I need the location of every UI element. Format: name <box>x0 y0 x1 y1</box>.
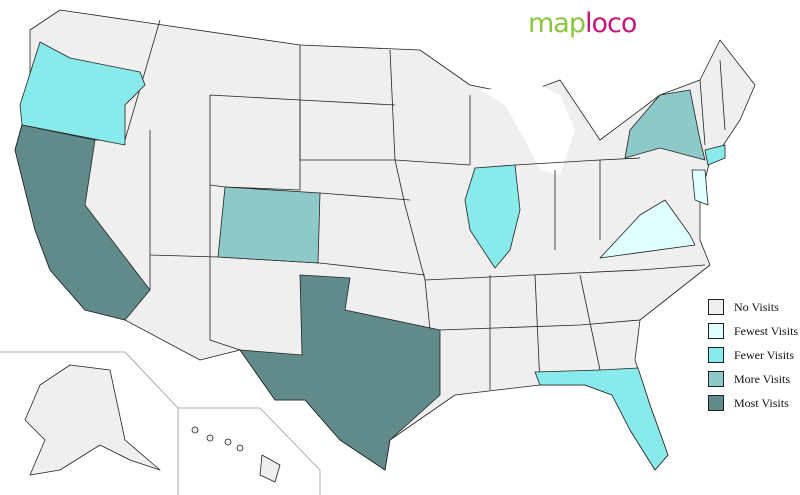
legend-item: Fewest Visits <box>708 319 798 343</box>
state-alaska <box>24 364 161 476</box>
great-lakes <box>480 85 575 175</box>
legend-label: More Visits <box>734 371 791 386</box>
state-new-york <box>624 89 706 161</box>
legend: No Visits Fewest Visits Fewer Visits Mor… <box>708 295 798 415</box>
state-borders <box>95 19 726 390</box>
state-virginia <box>599 199 696 259</box>
legend-label: Most Visits <box>734 395 789 410</box>
state-new-jersey <box>691 169 709 206</box>
state-illinois <box>464 164 521 269</box>
legend-swatch <box>708 323 724 339</box>
legend-item: Most Visits <box>708 391 798 415</box>
state-california <box>14 124 151 321</box>
state-oregon <box>19 41 146 146</box>
legend-label: Fewer Visits <box>734 347 795 362</box>
legend-swatch <box>708 395 724 411</box>
legend-label: Fewest Visits <box>734 323 799 338</box>
state-florida <box>534 367 669 471</box>
logo-part1: map <box>528 8 586 39</box>
legend-swatch <box>708 371 724 387</box>
hawaii-inset-border <box>178 407 321 495</box>
state-colorado <box>217 186 321 264</box>
legend-swatch <box>708 347 724 363</box>
state-connecticut <box>704 144 726 166</box>
legend-label: No Visits <box>734 299 779 314</box>
legend-item: More Visits <box>708 367 798 391</box>
legend-item: No Visits <box>708 295 798 319</box>
maploco-logo: maploco <box>528 8 637 39</box>
legend-swatch <box>708 299 724 315</box>
legend-item: Fewer Visits <box>708 343 798 367</box>
state-hawaii <box>191 426 281 483</box>
state-texas <box>239 274 441 471</box>
logo-part2: loco <box>585 8 637 39</box>
alaska-inset-border <box>0 351 179 495</box>
